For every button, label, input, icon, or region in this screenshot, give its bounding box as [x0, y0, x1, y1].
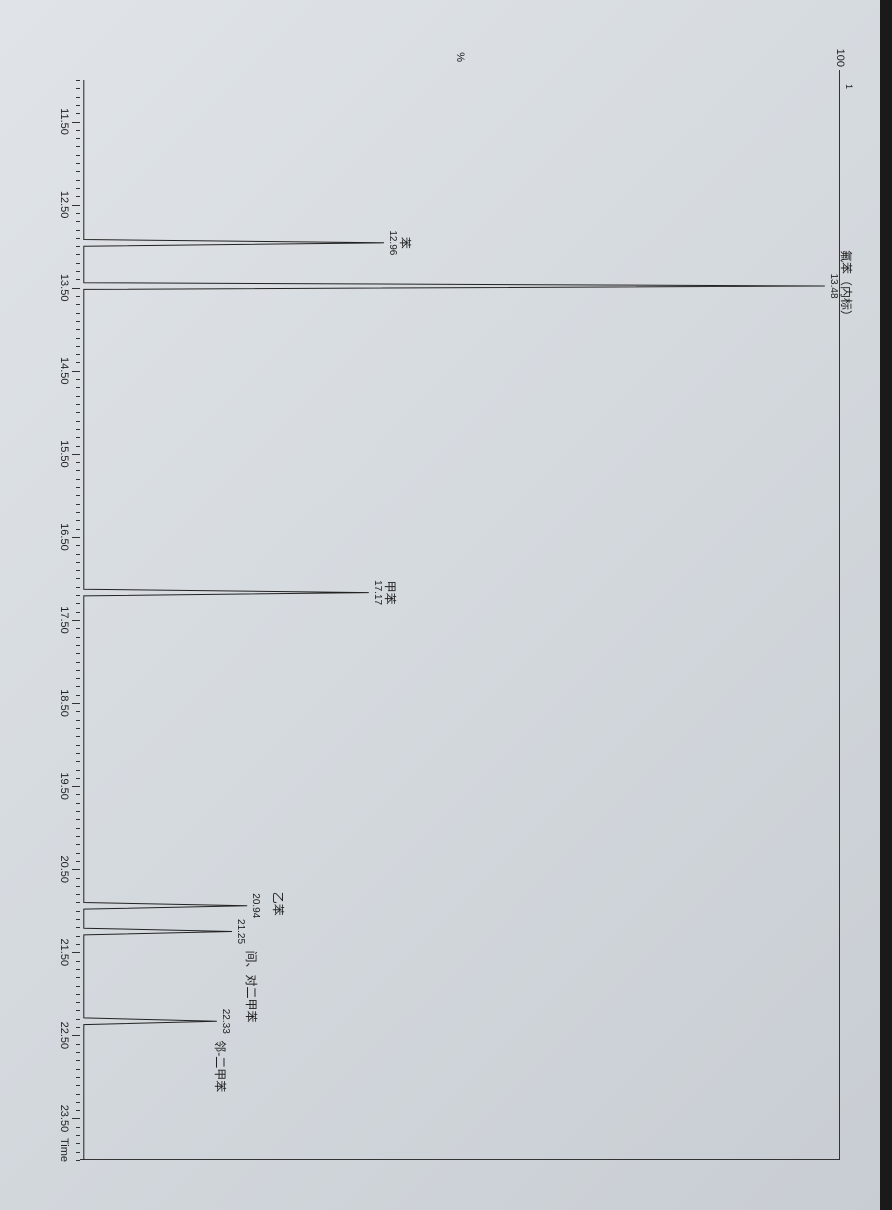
peak-rt-label: 20.94 [250, 893, 261, 918]
peak-rt-label: 21.25 [235, 919, 246, 944]
x-tick-label: 23.50 [58, 1105, 70, 1133]
y-tick-100 [839, 70, 840, 80]
scan-edge [880, 0, 892, 1210]
x-tick-label: 13.50 [58, 274, 70, 302]
x-tick-label: 17.50 [58, 606, 70, 634]
x-axis-title: Time [58, 1138, 70, 1162]
peak-compound-label: 间、对二甲苯 [243, 951, 260, 1023]
x-tick-label: 16.50 [58, 523, 70, 551]
chromatogram-chart: 100 % 1 Time 11.50 12.50 13.50 14.50 15.50 16… [20, 30, 860, 1180]
x-tick-label: 22.50 [58, 1022, 70, 1050]
x-tick-label: 21.50 [58, 939, 70, 967]
peak-compound-label: 乙苯 [270, 892, 287, 916]
trace-id-label: 1 [844, 84, 854, 89]
y-axis-title: % [454, 42, 466, 62]
x-tick-label: 18.50 [58, 689, 70, 717]
peak-compound-label: 氟苯（内标） [838, 250, 855, 322]
peak-rt-label: 22.33 [220, 1009, 231, 1034]
y-tick-label-100: 100 [834, 32, 846, 67]
chromatogram-trace [80, 80, 840, 1160]
peak-compound-label: 苯 [397, 237, 414, 249]
x-tick-label: 12.50 [58, 191, 70, 219]
peak-compound-label: 邻-二甲苯 [212, 1040, 229, 1092]
x-tick-label: 20.50 [58, 855, 70, 883]
x-tick-label: 14.50 [58, 357, 70, 385]
x-tick-label: 11.50 [58, 108, 70, 135]
x-tick-label: 19.50 [58, 772, 70, 800]
peak-compound-label: 甲苯 [382, 581, 399, 605]
x-minor-tick [76, 1160, 80, 1161]
x-tick-label: 15.50 [58, 440, 70, 468]
